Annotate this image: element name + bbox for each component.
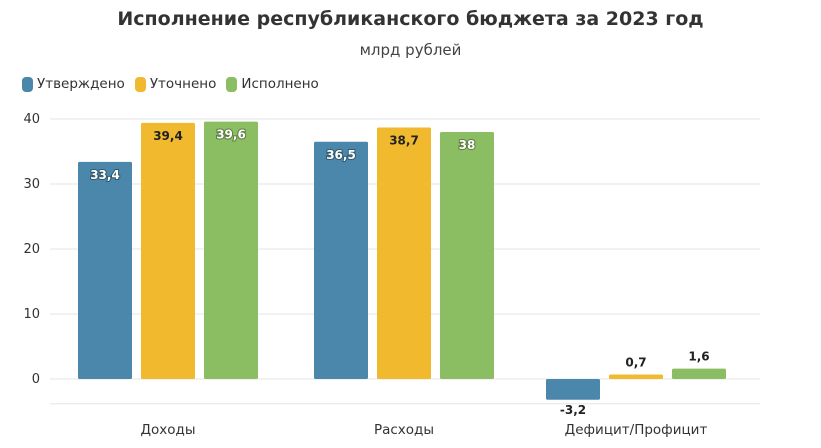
bar <box>78 161 132 379</box>
x-axis-categories: Доходы Расходы Дефицит/Профицит <box>140 422 707 438</box>
data-label: 36,5 <box>326 148 356 162</box>
x-category-label: Расходы <box>374 422 434 438</box>
legend-label-revised: Уточнено <box>149 76 217 92</box>
chart-subtitle: млрд рублей <box>359 41 462 59</box>
data-label: 38 <box>459 138 476 152</box>
bar <box>672 368 726 379</box>
bar <box>609 374 663 379</box>
bar <box>440 132 494 379</box>
data-label: 38,7 <box>389 133 419 147</box>
bar <box>204 121 258 379</box>
legend: Утверждено Уточнено Исполнено <box>22 76 319 92</box>
data-label: 1,6 <box>688 350 709 364</box>
legend-item-revised[interactable]: Уточнено <box>134 76 217 92</box>
legend-swatch-approved <box>22 76 33 92</box>
data-labels: 33,4 39,4 39,6 36,5 38,7 38 -3,2 0,7 1,6 <box>89 127 709 417</box>
y-tick-label: 30 <box>23 177 40 192</box>
legend-swatch-executed <box>226 76 238 92</box>
data-label: -3,2 <box>560 403 586 417</box>
y-axis-ticks: 0 10 20 30 40 <box>23 112 40 387</box>
legend-swatch-revised <box>134 76 146 92</box>
data-label: 39,6 <box>216 128 246 142</box>
bar <box>141 122 195 380</box>
legend-label-executed: Исполнено <box>241 76 319 92</box>
legend-item-executed[interactable]: Исполнено <box>226 76 319 92</box>
bar <box>314 141 368 379</box>
y-tick-label: 0 <box>32 372 40 387</box>
legend-item-approved[interactable]: Утверждено <box>22 76 125 92</box>
y-tick-label: 40 <box>23 112 40 127</box>
x-category-label: Доходы <box>140 422 195 438</box>
data-label: 39,4 <box>153 129 183 143</box>
bar <box>546 379 600 400</box>
legend-label-approved: Утверждено <box>37 76 125 92</box>
y-tick-label: 10 <box>23 307 40 322</box>
y-tick-label: 20 <box>23 242 40 257</box>
data-label: 0,7 <box>625 355 646 369</box>
bar <box>377 127 431 379</box>
x-category-label: Дефицит/Профицит <box>565 422 708 438</box>
bars <box>78 121 726 400</box>
data-label: 33,4 <box>90 168 120 182</box>
chart-title: Исполнение республиканского бюджета за 2… <box>117 8 704 30</box>
